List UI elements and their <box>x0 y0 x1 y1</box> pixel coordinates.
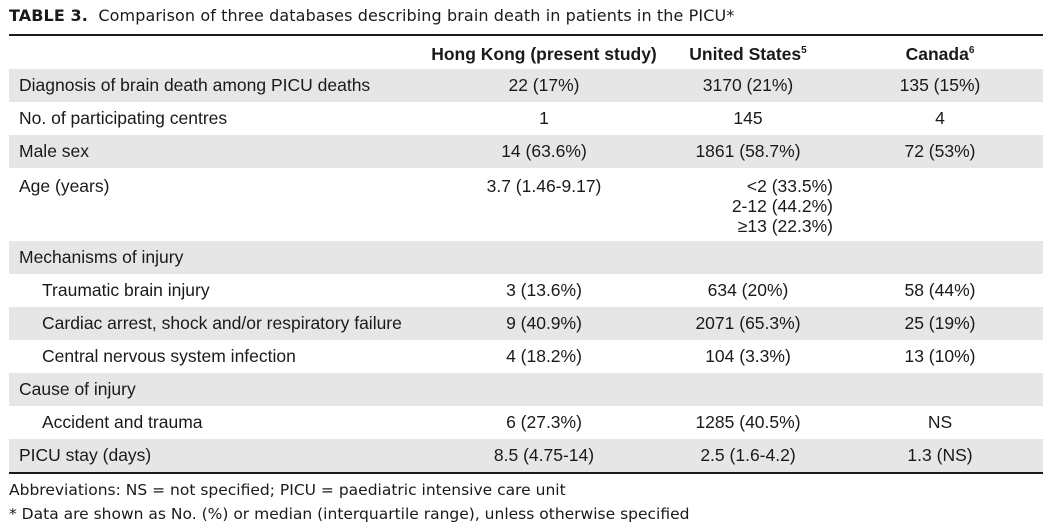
cell-canada: NS <box>927 412 953 432</box>
table-caption-text: Comparison of three databases describing… <box>98 6 727 25</box>
footnote-data-note: * Data are shown as No. (%) or median (i… <box>9 505 690 523</box>
cell-hong-kong <box>429 241 659 274</box>
cell-united-states: 634 (20%) <box>707 280 789 300</box>
table-bottom-rule <box>9 472 1043 474</box>
row-label: Age (years) <box>19 176 110 196</box>
cell-united-states <box>659 241 837 274</box>
cell-hong-kong <box>429 373 659 406</box>
section-label: Cause of injury <box>19 379 136 399</box>
row-label: No. of participating centres <box>19 108 228 128</box>
cell-hong-kong: 22 (17%) <box>508 75 580 95</box>
cell-hong-kong: 3.7 (1.46-9.17) <box>486 176 602 196</box>
table-row: Accident and trauma 6 (27.3%) 1285 (40.5… <box>9 406 1043 439</box>
cell-hong-kong: 4 (18.2%) <box>506 346 582 366</box>
cell-united-states: 104 (3.3%) <box>705 346 791 366</box>
cell-canada <box>837 373 1043 406</box>
row-label: Diagnosis of brain death among PICU deat… <box>19 75 371 95</box>
cell-hong-kong: 3 (13.6%) <box>506 280 582 300</box>
row-label: Central nervous system infection <box>42 346 296 366</box>
header-canada-text: Canada <box>905 44 969 64</box>
cell-united-states: 2071 (65.3%) <box>695 313 801 333</box>
row-label: Accident and trauma <box>42 412 203 432</box>
header-cell-hong-kong: Hong Kong (present study) <box>429 42 659 64</box>
footnote-abbreviations: Abbreviations: NS = not specified; PICU … <box>9 481 566 499</box>
age-band-line: ≥13 (22.3%) <box>737 216 833 236</box>
cell-united-states: 1285 (40.5%) <box>695 412 801 432</box>
section-label: Mechanisms of injury <box>19 247 184 267</box>
header-cell-united-states: United States5 <box>659 42 837 64</box>
table-row: Diagnosis of brain death among PICU deat… <box>9 69 1043 102</box>
cell-canada: 1.3 (NS) <box>907 445 973 465</box>
cell-canada: 4 <box>935 108 945 128</box>
cell-hong-kong: 6 (27.3%) <box>506 412 582 432</box>
cell-hong-kong: 1 <box>539 108 549 128</box>
table-row: Cause of injury <box>9 373 1043 406</box>
row-label: Traumatic brain injury <box>42 280 210 300</box>
cell-canada: 25 (19%) <box>904 313 976 333</box>
cell-united-states-stack: <2 (33.5%) 2-12 (44.2%) ≥13 (22.3%) <box>659 168 837 241</box>
cell-canada: 72 (53%) <box>904 141 976 161</box>
table-header-row: Hong Kong (present study) United States5… <box>9 37 1043 69</box>
age-band-line: 2-12 (44.2%) <box>731 196 833 216</box>
cell-canada: 13 (10%) <box>904 346 976 366</box>
cell-united-states: 1861 (58.7%) <box>695 141 801 161</box>
header-hong-kong-text: Hong Kong (present study) <box>431 44 657 64</box>
header-cell-label <box>9 52 429 54</box>
cell-canada: 58 (44%) <box>904 280 976 300</box>
table-row: Central nervous system infection 4 (18.2… <box>9 340 1043 373</box>
table-row: Male sex 14 (63.6%) 1861 (58.7%) 72 (53%… <box>9 135 1043 168</box>
table-row: Traumatic brain injury 3 (13.6%) 634 (20… <box>9 274 1043 307</box>
table-row: Cardiac arrest, shock and/or respiratory… <box>9 307 1043 340</box>
header-canada-ref: 6 <box>968 45 975 56</box>
row-label: PICU stay (days) <box>19 445 152 465</box>
header-united-states-text: United States <box>689 44 802 64</box>
age-band-line: <2 (33.5%) <box>746 176 833 196</box>
row-label: Male sex <box>19 141 90 161</box>
header-united-states-ref: 5 <box>801 45 807 56</box>
table-row: Mechanisms of injury <box>9 241 1043 274</box>
table-row: No. of participating centres 1 145 4 <box>9 102 1043 135</box>
cell-canada <box>837 168 1043 241</box>
cell-canada: 135 (15%) <box>899 75 981 95</box>
cell-united-states: 145 <box>733 108 763 128</box>
table-top-rule <box>9 34 1043 36</box>
cell-hong-kong: 14 (63.6%) <box>501 141 587 161</box>
cell-hong-kong: 8.5 (4.75-14) <box>493 445 595 465</box>
cell-united-states <box>659 373 837 406</box>
table-caption-label: TABLE 3. <box>9 6 88 25</box>
table-caption-marker: * <box>726 6 735 25</box>
row-label: Cardiac arrest, shock and/or respiratory… <box>42 313 402 333</box>
table-row: PICU stay (days) 8.5 (4.75-14) 2.5 (1.6-… <box>9 439 1043 472</box>
table-caption: TABLE 3. Comparison of three databases d… <box>9 6 734 25</box>
comparison-table: Hong Kong (present study) United States5… <box>9 37 1043 472</box>
cell-united-states: 2.5 (1.6-4.2) <box>700 445 796 465</box>
cell-canada <box>837 241 1043 274</box>
table-row: Age (years) 3.7 (1.46-9.17) <2 (33.5%) 2… <box>9 168 1043 241</box>
cell-hong-kong: 9 (40.9%) <box>506 313 582 333</box>
cell-united-states: 3170 (21%) <box>702 75 794 95</box>
header-cell-canada: Canada6 <box>837 42 1043 64</box>
